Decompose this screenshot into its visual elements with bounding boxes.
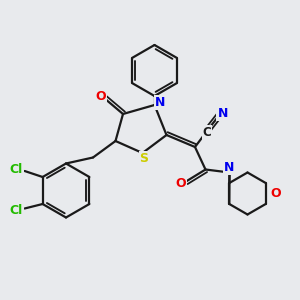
Text: C: C — [202, 126, 211, 139]
Text: O: O — [95, 89, 106, 103]
Text: Cl: Cl — [10, 204, 23, 218]
Text: N: N — [155, 96, 165, 109]
Text: N: N — [224, 160, 235, 174]
Text: N: N — [218, 106, 228, 120]
Text: O: O — [175, 177, 186, 190]
Text: O: O — [271, 187, 281, 200]
Text: S: S — [140, 152, 148, 165]
Text: Cl: Cl — [10, 163, 23, 176]
